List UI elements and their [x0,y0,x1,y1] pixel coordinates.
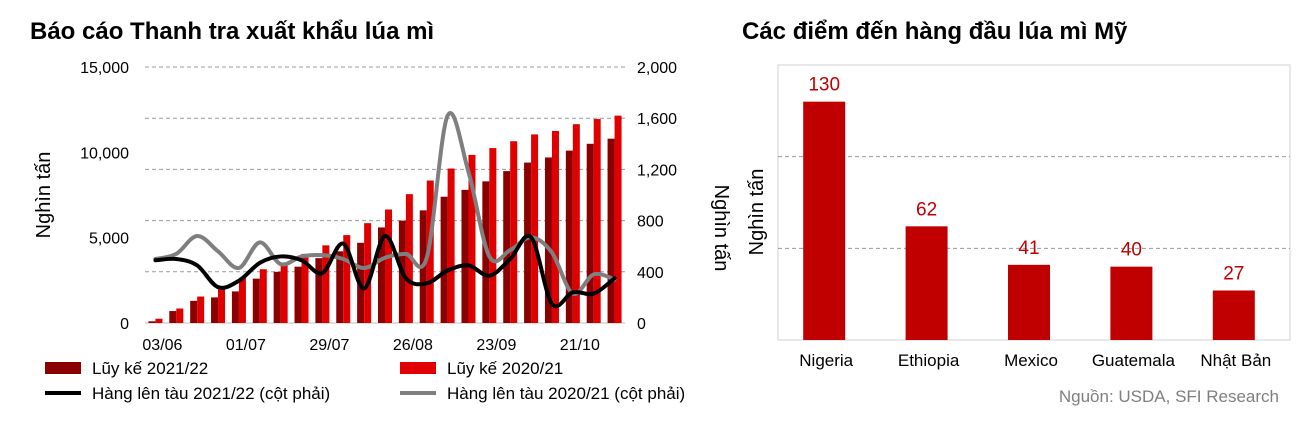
left-bar-2020-21 [593,119,601,323]
left-x-tick-label: 26/08 [393,337,433,354]
left-bar-2020-21 [510,141,518,323]
right-bar [1110,266,1153,340]
right-bar-value-label: 130 [808,75,840,96]
left-bar-2020-21 [259,269,267,323]
legend-label: Hàng lên tàu 2020/21 (cột phải) [447,384,685,403]
left-bar-2020-21 [218,286,226,323]
left-x-ticks: 03/06 01/07 29/07 26/08 23/09 21/10 [142,337,600,354]
left-bar-2021-22 [294,266,302,323]
right-y-axis-label: Nghìn tấn [710,185,732,272]
left-bar-2021-22 [544,157,552,323]
left-bar-2021-22 [148,321,156,323]
right-y-tick-label: 800 [637,214,664,231]
left-bar-2021-22 [211,297,219,323]
legend-swatch-bar [45,362,81,374]
left-bar-2020-21 [238,277,246,323]
left-bar-2021-22 [378,227,385,323]
left-y-tick-label: 10,000 [80,145,129,162]
right-category-label: Guatemala [1092,351,1176,370]
left-bar-2020-21 [551,131,559,323]
left-bar-2020-21 [343,235,351,323]
left-bar-2021-22 [565,150,573,323]
left-bar-2021-22 [231,291,239,323]
right-bar-value-label: 62 [916,199,937,220]
left-lines [153,111,617,309]
left-x-tick-label: 29/07 [309,337,349,354]
right-y-tick-label: 1,600 [637,111,677,128]
left-bar-2020-21 [489,148,497,323]
left-bar-2021-22 [252,278,260,323]
left-x-tick-label: 21/10 [560,337,600,354]
left-bar-2020-21 [322,245,330,323]
left-bar-2021-22 [503,171,511,323]
left-x-tick-label: 01/07 [226,337,266,354]
line-2021-22 [153,233,617,309]
right-y-tick-label: 0 [637,316,646,333]
left-bar-2021-22 [273,271,281,323]
left-bar-2020-21 [572,124,580,323]
left-bars [148,115,622,323]
left-bar-2021-22 [461,189,469,323]
left-bar-2021-22 [440,196,448,323]
right-category-label: Nhật Bản [1200,351,1271,370]
legend-label: Lũy kế 2021/22 [92,359,208,378]
right-category-label: Nigeria [799,351,853,370]
right-bar-value-label: 40 [1121,240,1142,261]
left-bar-2021-22 [315,258,323,323]
left-bar-2020-21 [468,154,476,323]
left-bar-2020-21 [426,180,434,323]
right-y-tick-label: 1,200 [637,162,677,179]
right-bar-value-label: 27 [1223,264,1244,285]
right-bar [1212,290,1255,340]
right-y-tick-label: 2,000 [637,60,677,77]
right-category-label: Ethiopia [898,351,960,370]
left-bar-2021-22 [190,300,198,323]
left-y-ticks: 0 5,000 10,000 15,000 [80,60,129,333]
left-bar-2021-22 [169,311,177,323]
left-bar-2021-22 [607,138,615,323]
left-y-tick-label: 15,000 [80,60,129,77]
left-y-axis-label: Nghìn tấn [33,152,55,239]
right-bar [905,226,948,340]
legend-swatch-bar [400,362,436,374]
left-bar-2020-21 [176,308,184,323]
left-y-tick-label: 0 [120,316,129,333]
right-bars: 130 Nigeria 62 Ethiopia 41 Mexico 40 Guatemala 2… [799,75,1271,370]
left-bar-2021-22 [336,251,344,323]
right-bar [803,101,846,341]
right-bar [1008,264,1050,340]
left-bar-2021-22 [524,162,532,323]
left-y2-ticks: 0 400 800 1,200 1,600 2,000 [637,60,677,333]
left-bar-2020-21 [385,209,392,323]
left-bar-2020-21 [447,168,455,323]
left-x-tick-label: 03/06 [142,337,182,354]
left-legend: Lũy kế 2021/22 Lũy kế 2020/21 Hàng lên tàu… [45,359,685,403]
left-bar-2020-21 [614,115,622,323]
legend-label: Hàng lên tàu 2021/22 (cột phải) [92,384,330,403]
left-y-tick-label: 5,000 [89,231,129,248]
left-bar-2020-21 [364,223,372,323]
left-bar-2020-21 [155,318,163,323]
right-chart-title: Các điểm đến hàng đầu lúa mì Mỹ [742,18,1128,45]
left-bar-2020-21 [197,296,205,323]
source-note: Nguồn: USDA, SFI Research [1059,387,1279,406]
right-bar-value-label: 41 [1018,238,1039,259]
left-x-tick-label: 23/09 [476,337,516,354]
legend-label: Lũy kế 2020/21 [447,359,563,378]
left-chart-title: Báo cáo Thanh tra xuất khẩu lúa mì [30,18,434,45]
left-bar-2020-21 [301,253,309,323]
right-chart-y-axis-label: Nghìn tấn [746,169,768,256]
right-y-tick-label: 400 [637,265,664,282]
right-category-label: Mexico [1004,351,1058,370]
left-bar-2020-21 [280,262,288,323]
left-bar-2020-21 [531,134,539,323]
left-bar-2021-22 [586,143,594,323]
